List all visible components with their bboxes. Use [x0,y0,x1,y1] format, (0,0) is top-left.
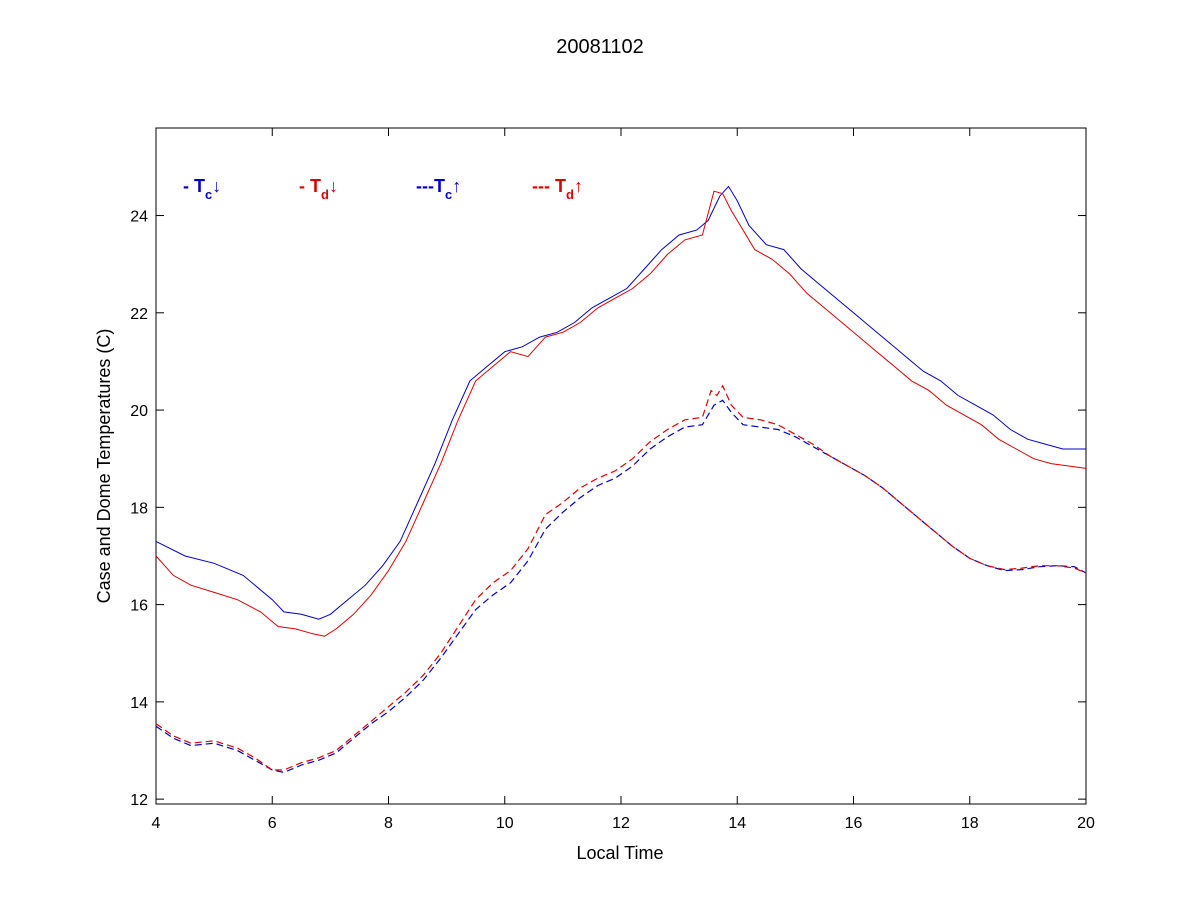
legend-td-up: --- Td↑ [532,176,583,202]
x-tick-label: 16 [845,815,863,832]
series-tc-down-line [155,185,1086,620]
chart-title: 20081102 [556,36,644,58]
y-tick-label: 14 [130,695,148,712]
series-tc-up-line [155,399,1087,774]
y-tick-label: 22 [130,306,148,323]
x-tick-label: 10 [496,815,514,832]
x-tick-label: 6 [268,815,277,832]
y-tick-label: 12 [130,792,148,809]
x-axis-label: Local Time [576,843,663,863]
x-tick-label: 14 [728,815,746,832]
axis-ticks: 4 6 8 10 12 14 16 18 20 12 14 16 18 20 22 24 [130,128,1095,832]
y-tick-label: 20 [130,403,148,420]
series-td-down-line [155,190,1087,637]
x-tick-label: 4 [152,815,161,832]
y-axis-label: Case and Dome Temperatures (C) [94,329,114,604]
legend-tc-up: ---Tc↑ [416,176,461,202]
x-tick-label: 12 [612,815,630,832]
series-td-up-line [155,384,1087,771]
y-tick-label: 18 [130,500,148,517]
y-tick-label: 16 [130,598,148,615]
legend: - Tc↓ - Td↓ ---Tc↑ --- Td↑ [183,176,583,202]
series-lines [155,185,1087,774]
legend-tc-down: - Tc↓ [183,176,221,202]
x-tick-label: 20 [1077,815,1095,832]
plot-area [155,127,1087,805]
y-tick-label: 24 [130,209,148,226]
x-tick-label: 8 [384,815,393,832]
legend-td-down: - Td↓ [299,176,338,202]
x-tick-label: 18 [961,815,979,832]
